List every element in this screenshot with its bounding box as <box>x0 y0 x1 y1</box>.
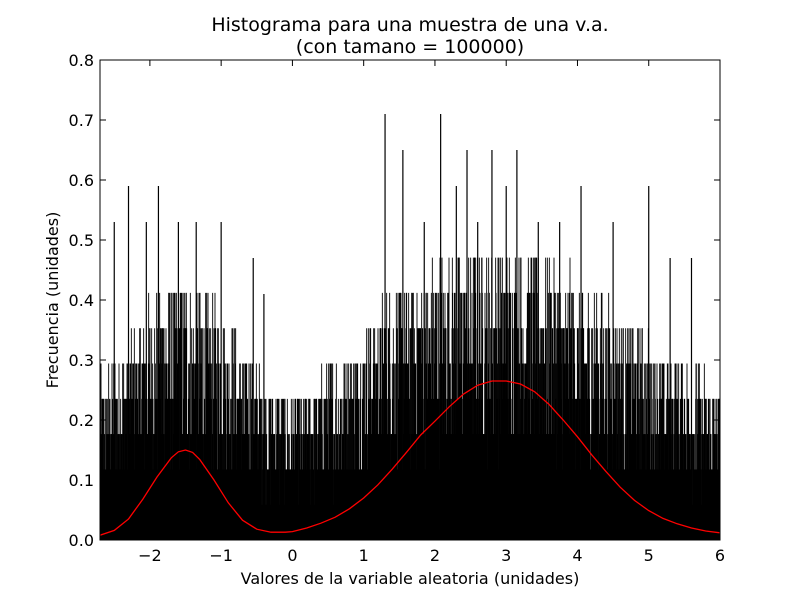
y-tick-label: 0.4 <box>69 291 94 310</box>
x-tick-label: −2 <box>138 546 162 565</box>
y-tick-label: 0.3 <box>69 351 94 370</box>
x-tick-label: 6 <box>715 546 725 565</box>
x-axis-ticks: −2 −1 0 1 2 3 4 5 6 <box>138 60 725 565</box>
y-tick-label: 0.7 <box>69 111 94 130</box>
y-tick-label: 0.1 <box>69 471 94 490</box>
x-tick-label: 1 <box>359 546 369 565</box>
y-axis-ticks: 0.0 0.1 0.2 0.3 0.4 0.5 0.6 0.7 0.8 <box>69 51 720 550</box>
x-axis-label: Valores de la variable aleatoria (unidad… <box>241 569 580 588</box>
x-tick-label: 5 <box>644 546 654 565</box>
x-tick-label: 3 <box>501 546 511 565</box>
density-curve <box>100 380 720 536</box>
density-line <box>100 380 720 536</box>
y-tick-label: 0.6 <box>69 171 94 190</box>
x-tick-label: 2 <box>430 546 440 565</box>
x-tick-label: 4 <box>572 546 582 565</box>
chart-title: Histograma para una muestra de una v.a. <box>211 14 608 36</box>
y-tick-label: 0.0 <box>69 531 94 550</box>
histogram-bars <box>100 114 720 540</box>
x-tick-label: −1 <box>209 546 233 565</box>
y-tick-label: 0.8 <box>69 51 94 70</box>
y-tick-label: 0.2 <box>69 411 94 430</box>
x-tick-label: 0 <box>287 546 297 565</box>
chart-subtitle: (con tamano = 100000) <box>296 36 524 58</box>
y-tick-label: 0.5 <box>69 231 94 250</box>
y-axis-label: Frecuencia (unidades) <box>43 212 62 389</box>
